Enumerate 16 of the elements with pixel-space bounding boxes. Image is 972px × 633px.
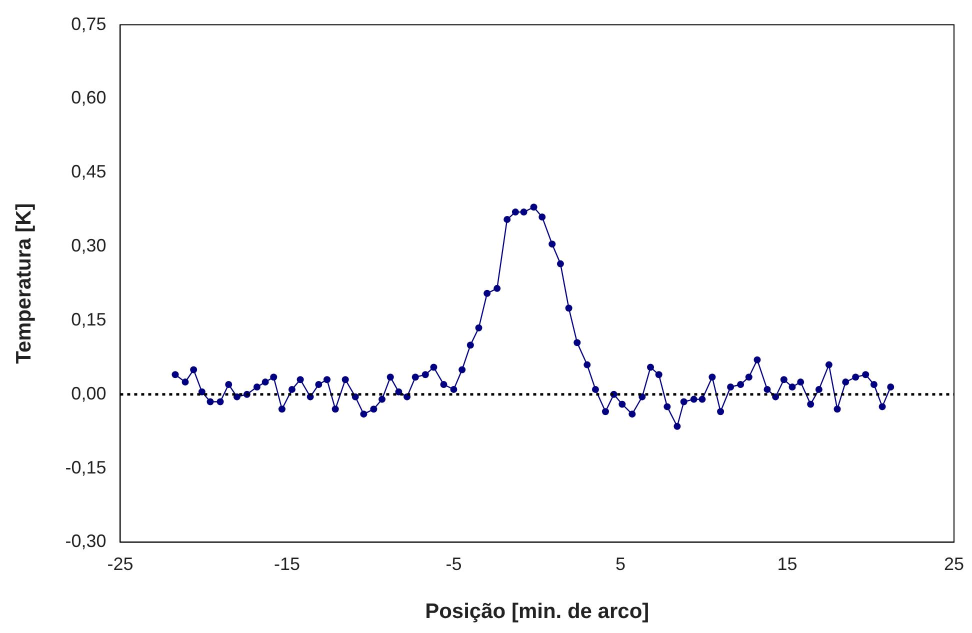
x-tick-label: 5 bbox=[615, 554, 626, 574]
x-tick-label: -5 bbox=[446, 554, 462, 574]
y-tick-label: -0,15 bbox=[65, 457, 106, 478]
y-tick-label: 0,30 bbox=[71, 236, 106, 256]
y-tick-label: 0,15 bbox=[71, 309, 106, 330]
x-tick-label: -15 bbox=[274, 554, 300, 574]
y-tick-label: 0,75 bbox=[71, 14, 106, 34]
x-tick-label: 25 bbox=[944, 554, 964, 574]
x-tick-label: -25 bbox=[107, 554, 134, 574]
y-tick-label: -0,30 bbox=[65, 531, 106, 552]
x-tick-label: 15 bbox=[777, 554, 798, 574]
y-axis-title: Temperatura [K] bbox=[12, 203, 36, 364]
x-axis-title: Posição [min. de arco] bbox=[425, 600, 650, 624]
y-tick-label: 0,60 bbox=[71, 88, 106, 108]
y-tick-label: 0,00 bbox=[71, 383, 106, 404]
y-tick-label: 0,45 bbox=[71, 162, 106, 182]
